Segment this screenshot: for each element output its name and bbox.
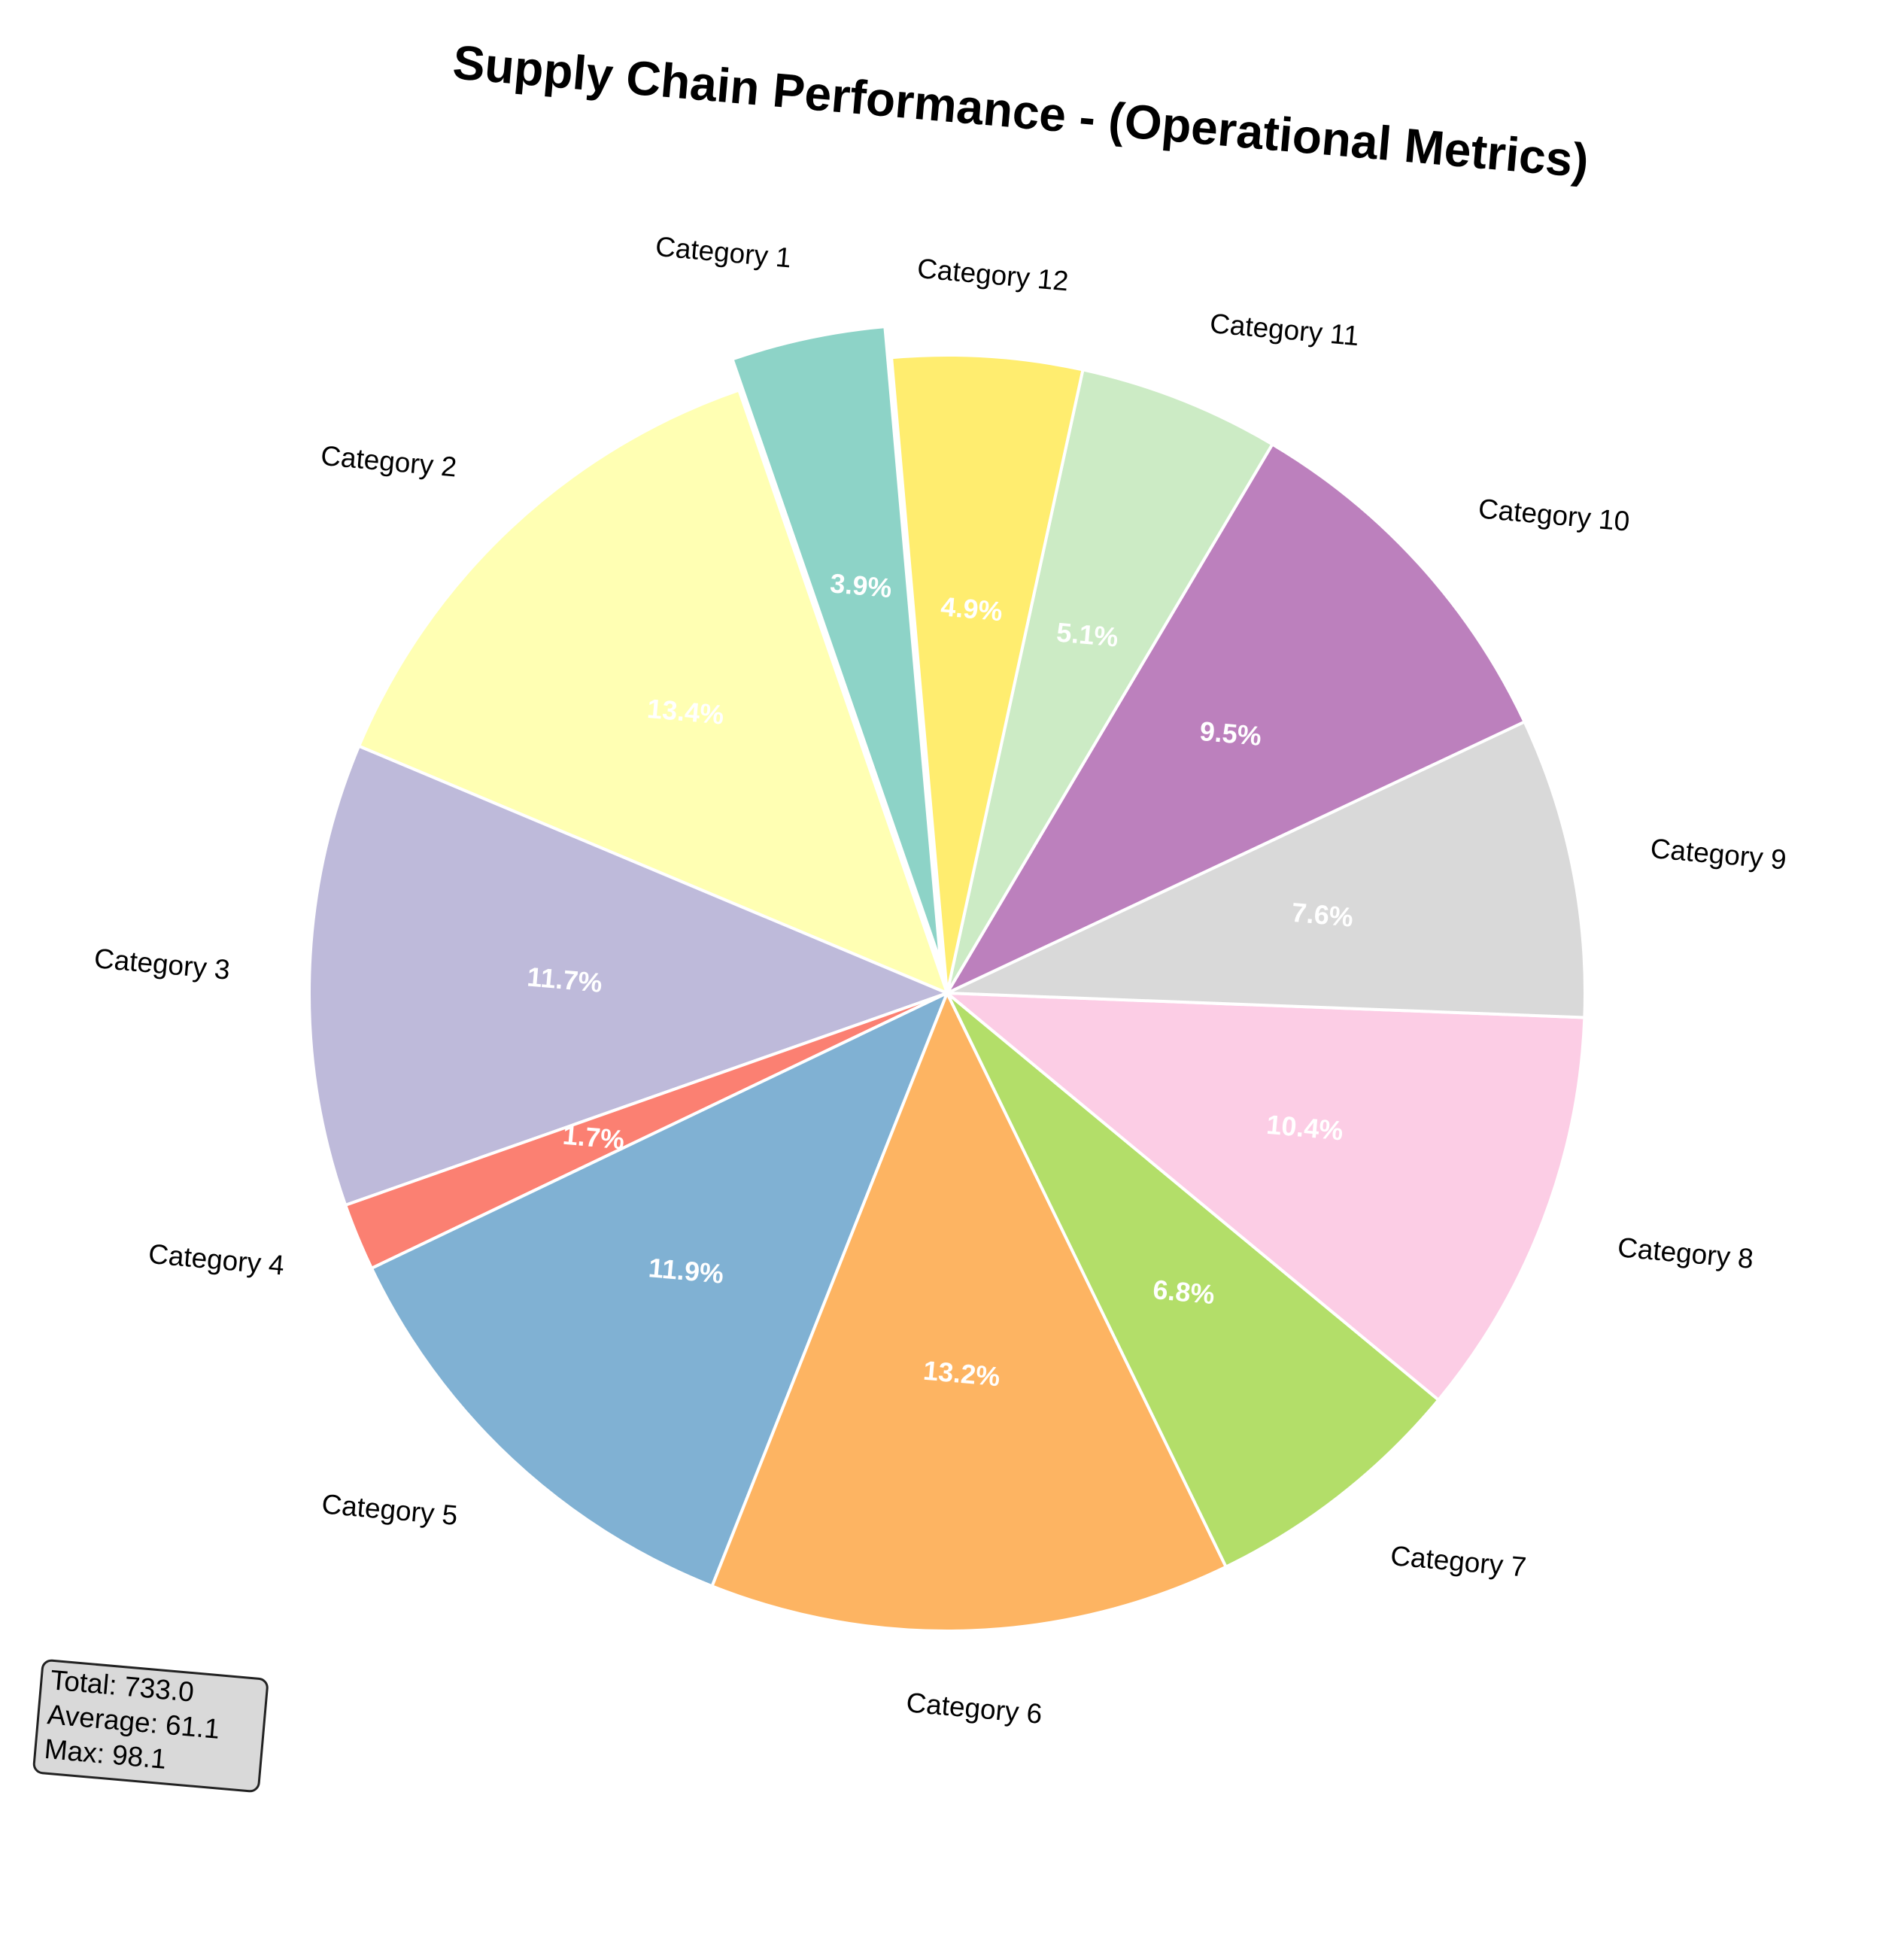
- percent-label-category-7: 6.8%: [1152, 1274, 1216, 1310]
- category-label-category-6: Category 6: [905, 1687, 1043, 1730]
- pie-slice-category-3: [308, 744, 952, 1207]
- percent-label-category-3: 11.7%: [526, 961, 603, 998]
- category-label-category-1: Category 1: [654, 231, 793, 274]
- pie-slice-category-5: [369, 989, 950, 1588]
- percent-label-category-5: 11.9%: [647, 1252, 724, 1289]
- pie-slice-category-7: [946, 992, 1441, 1569]
- pie-slice-category-2: [357, 387, 950, 996]
- category-label-category-10: Category 10: [1477, 493, 1631, 536]
- stats-box-background: [32, 1659, 269, 1793]
- pie-slice-category-1: [730, 324, 943, 963]
- pie-slice-category-9: [946, 719, 1587, 1019]
- percent-label-category-1: 3.9%: [829, 567, 893, 603]
- category-label-category-2: Category 2: [320, 440, 458, 483]
- chart-title: Supply Chain Performance - (Operational …: [451, 35, 1590, 188]
- pie-slice-category-10: [943, 442, 1527, 997]
- category-label-category-9: Category 9: [1649, 833, 1787, 876]
- percent-label-category-10: 9.5%: [1198, 715, 1262, 752]
- pie-slice-category-8: [943, 991, 1587, 1402]
- category-label-category-8: Category 8: [1617, 1232, 1755, 1274]
- category-label-category-5: Category 5: [320, 1488, 459, 1531]
- pie-slice-category-12: [889, 354, 1085, 994]
- percent-label-category-2: 13.4%: [646, 693, 725, 731]
- stats-box: Total: 733.0 Average: 61.1 Max: 98.1: [32, 1659, 269, 1793]
- category-label-category-7: Category 7: [1389, 1540, 1528, 1583]
- pie-slice-category-11: [946, 368, 1275, 995]
- category-label-category-11: Category 11: [1209, 308, 1361, 351]
- percent-label-category-11: 5.1%: [1055, 617, 1119, 653]
- pie-slices: [308, 324, 1587, 1633]
- category-label-category-4: Category 4: [147, 1238, 286, 1281]
- percent-label-category-4: 1.7%: [561, 1119, 625, 1156]
- percent-label-category-12: 4.9%: [940, 591, 1004, 627]
- percent-labels: 3.9% 13.4% 11.7% 1.7% 11.9% 13.2% 6.8% 10.4% 7.6…: [526, 567, 1355, 1392]
- percent-label-category-8: 10.4%: [1265, 1109, 1344, 1147]
- category-label-category-12: Category 12: [916, 253, 1070, 296]
- percent-label-category-9: 7.6%: [1290, 897, 1354, 933]
- category-label-category-3: Category 3: [93, 943, 232, 986]
- percent-label-category-6: 13.2%: [922, 1355, 1001, 1393]
- pie-slice-category-6: [709, 989, 1228, 1633]
